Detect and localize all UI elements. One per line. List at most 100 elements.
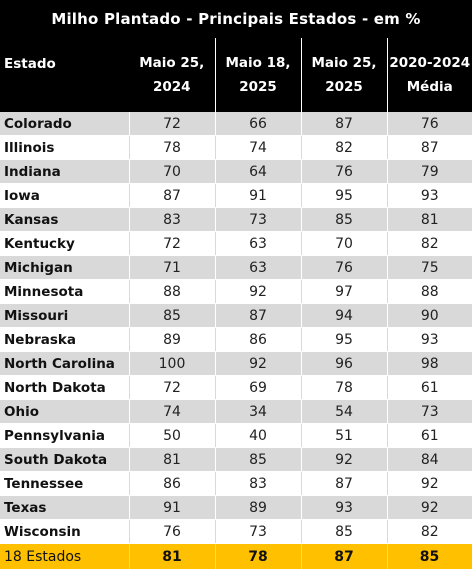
- value-cell: 72: [129, 232, 215, 256]
- value-cell: 83: [129, 208, 215, 232]
- value-cell: 64: [215, 160, 301, 184]
- header-estado-label: Estado: [4, 56, 56, 72]
- header-row: Estado Maio 25, 2024 Maio 18, 2025 Maio …: [0, 38, 472, 112]
- state-cell: Tennessee: [0, 472, 129, 496]
- value-cell: 54: [301, 400, 387, 424]
- value-cell: 93: [387, 184, 472, 208]
- header-media: 2020-2024 Média: [387, 38, 472, 112]
- value-cell: 70: [301, 232, 387, 256]
- value-cell: 73: [215, 208, 301, 232]
- value-cell: 89: [129, 328, 215, 352]
- value-cell: 70: [129, 160, 215, 184]
- header-line2: 2024: [129, 75, 215, 99]
- state-cell: Kansas: [0, 208, 129, 232]
- value-cell: 40: [215, 424, 301, 448]
- value-cell: 75: [387, 256, 472, 280]
- header-line2: 2025: [216, 75, 301, 99]
- value-cell: 88: [387, 280, 472, 304]
- table-container: Milho Plantado - Principais Estados - em…: [0, 0, 472, 556]
- state-cell: Missouri: [0, 304, 129, 328]
- value-cell: 88: [129, 280, 215, 304]
- state-cell: Minnesota: [0, 280, 129, 304]
- value-cell: 97: [301, 280, 387, 304]
- value-cell: 93: [387, 328, 472, 352]
- value-cell: 83: [215, 472, 301, 496]
- value-cell: 63: [215, 256, 301, 280]
- header-line2: 2025: [302, 75, 387, 99]
- state-cell: Texas: [0, 496, 129, 520]
- value-cell: 82: [387, 520, 472, 544]
- header-line1: Maio 18,: [216, 51, 301, 75]
- value-cell: 94: [301, 304, 387, 328]
- value-cell: 92: [387, 496, 472, 520]
- state-cell: North Carolina: [0, 352, 129, 376]
- value-cell: 92: [215, 280, 301, 304]
- value-cell: 76: [301, 160, 387, 184]
- state-cell: Illinois: [0, 136, 129, 160]
- value-cell: 98: [387, 352, 472, 376]
- value-cell: 91: [129, 496, 215, 520]
- value-cell: 82: [301, 136, 387, 160]
- value-cell: 71: [129, 256, 215, 280]
- value-cell: 93: [301, 496, 387, 520]
- header-line1: Maio 25,: [129, 51, 215, 75]
- value-cell: 81: [387, 208, 472, 232]
- state-cell: Wisconsin: [0, 520, 129, 544]
- value-cell: 82: [387, 232, 472, 256]
- value-cell: 51: [301, 424, 387, 448]
- value-cell: 92: [215, 352, 301, 376]
- state-cell: Michigan: [0, 256, 129, 280]
- value-cell: 85: [301, 520, 387, 544]
- value-cell: 81: [129, 448, 215, 472]
- state-cell: Nebraska: [0, 328, 129, 352]
- total-value-cell: 87: [301, 544, 387, 570]
- header-maio18-2025: Maio 18, 2025: [215, 38, 301, 112]
- value-cell: 87: [129, 184, 215, 208]
- value-cell: 86: [129, 472, 215, 496]
- total-value-cell: 85: [387, 544, 472, 570]
- state-cell: Kentucky: [0, 232, 129, 256]
- value-cell: 69: [215, 376, 301, 400]
- value-cell: 95: [301, 328, 387, 352]
- value-cell: 87: [301, 112, 387, 136]
- value-cell: 96: [301, 352, 387, 376]
- header-line1: Maio 25,: [302, 51, 387, 75]
- value-cell: 92: [387, 472, 472, 496]
- value-cell: 34: [215, 400, 301, 424]
- value-cell: 76: [387, 112, 472, 136]
- value-cell: 85: [301, 208, 387, 232]
- value-cell: 72: [129, 112, 215, 136]
- total-label: 18 Estados: [0, 544, 129, 570]
- value-cell: 78: [129, 136, 215, 160]
- data-table: Estado Maio 25, 2024 Maio 18, 2025 Maio …: [0, 38, 472, 570]
- value-cell: 66: [215, 112, 301, 136]
- header-line2: Média: [388, 75, 472, 99]
- header-estado: Estado: [0, 38, 129, 112]
- value-cell: 61: [387, 424, 472, 448]
- header-line1: 2020-2024: [388, 51, 472, 75]
- value-cell: 74: [129, 400, 215, 424]
- value-cell: 85: [215, 448, 301, 472]
- value-cell: 95: [301, 184, 387, 208]
- state-cell: South Dakota: [0, 448, 129, 472]
- table-title: Milho Plantado - Principais Estados - em…: [0, 0, 472, 38]
- total-value-cell: 81: [129, 544, 215, 570]
